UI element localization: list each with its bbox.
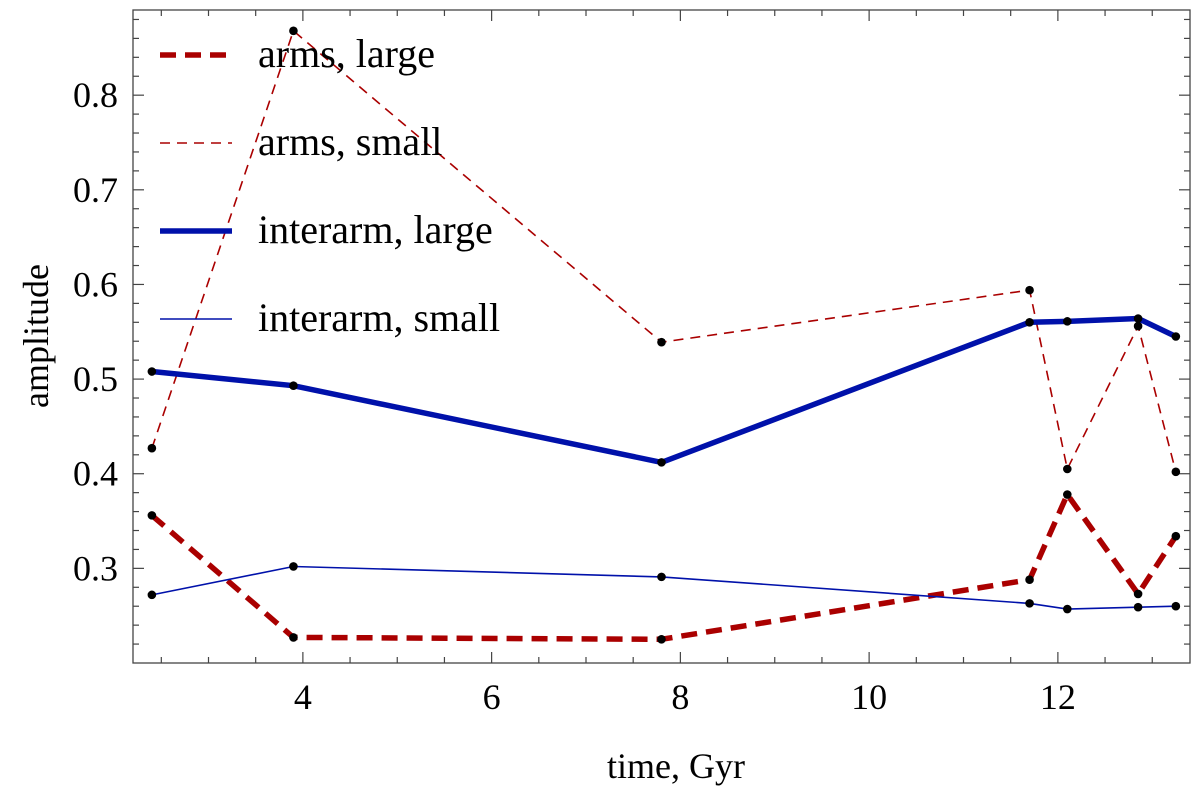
- legend-label: arms, large: [258, 31, 435, 76]
- data-point: [1133, 314, 1143, 323]
- x-tick-label: 4: [294, 677, 312, 717]
- legend-label: interarm, small: [258, 295, 500, 340]
- x-tick-label: 6: [483, 677, 501, 717]
- data-point: [147, 367, 157, 376]
- data-point: [1171, 332, 1181, 341]
- data-point: [147, 443, 157, 453]
- data-point: [1025, 599, 1034, 608]
- plot-frame: [132, 9, 1191, 664]
- data-point: [147, 511, 157, 520]
- data-point: [657, 572, 666, 582]
- x-axis-label: time, Gyr: [607, 746, 745, 786]
- y-tick-label: 0.6: [73, 264, 118, 304]
- legend: arms, large arms, small interarm, large int…: [160, 31, 500, 340]
- data-point: [1025, 575, 1034, 585]
- data-point: [289, 26, 298, 36]
- data-point: [1025, 285, 1034, 295]
- data-point: [1025, 318, 1034, 327]
- data-point: [1133, 589, 1143, 599]
- y-tick-labels: 0.3 0.4 0.5 0.6 0.7 0.8: [73, 75, 118, 588]
- series-points: [147, 26, 1181, 644]
- data-point: [147, 590, 157, 600]
- x-tick-label: 12: [1040, 677, 1076, 717]
- data-point: [289, 633, 298, 642]
- x-tick-label: 8: [671, 677, 689, 717]
- data-point: [1171, 531, 1181, 541]
- minor-ticks: [133, 10, 1190, 663]
- y-tick-label: 0.4: [73, 454, 118, 494]
- data-point: [657, 337, 666, 347]
- legend-label: interarm, large: [258, 207, 493, 252]
- data-point: [1133, 602, 1143, 612]
- y-tick-label: 0.5: [73, 359, 118, 399]
- data-point: [1063, 490, 1072, 499]
- data-point: [1063, 604, 1072, 614]
- y-tick-label: 0.8: [73, 75, 118, 115]
- y-axis-label: amplitude: [16, 264, 56, 408]
- data-point: [289, 381, 298, 391]
- data-point: [289, 562, 298, 571]
- data-point: [1133, 321, 1143, 331]
- major-ticks: [133, 10, 1190, 663]
- data-point: [657, 635, 666, 644]
- data-point: [1063, 464, 1072, 474]
- series-line: [151, 565, 1176, 610]
- x-tick-label: 10: [851, 677, 887, 717]
- y-tick-label: 0.7: [73, 170, 118, 210]
- data-point: [1171, 467, 1181, 477]
- data-point: [1171, 601, 1181, 611]
- data-point: [657, 458, 666, 467]
- x-tick-labels: 4 6 8 10 12: [294, 677, 1076, 717]
- legend-label: arms, small: [258, 119, 442, 164]
- data-point: [1063, 317, 1072, 326]
- y-tick-label: 0.3: [73, 548, 118, 588]
